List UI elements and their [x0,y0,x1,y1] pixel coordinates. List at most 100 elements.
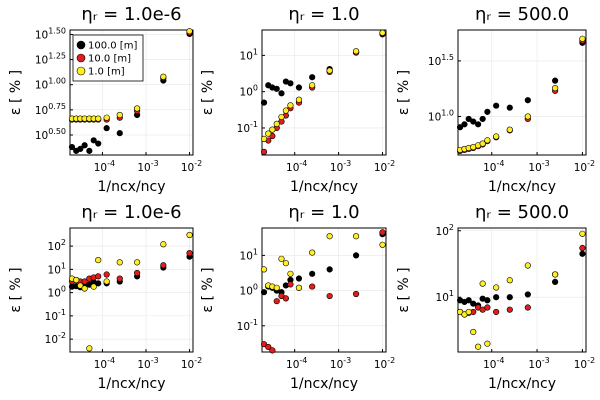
y-tick-label: 101.25 [35,52,66,67]
data-point [552,271,559,278]
y-tick-label: 10-2 [45,331,66,346]
y-tick-label: 102 [48,238,66,253]
x-tick-label: 10-3 [528,159,549,174]
panel-title: ηᵣ = 500.0 [475,4,569,25]
x-tick-label: 10-2 [574,356,595,371]
x-tick-label: 10-4 [286,356,307,371]
data-point [479,280,486,287]
data-point [456,124,464,131]
data-point [86,345,93,352]
x-axis-label: 1/ncx/ncy [97,179,165,195]
plot-frame [69,227,194,353]
data-point [493,102,500,109]
data-point [265,343,272,351]
data-point [379,29,386,36]
x-tick-label: 10-3 [137,159,158,174]
data-point [484,137,491,144]
data-point [287,102,294,109]
data-point [479,140,486,147]
data-point [273,298,280,305]
data-points [68,231,193,352]
data-point [278,113,285,121]
panel-2: 10-4 10-3 10-2 10-1 100 101 ηᵣ = 1.0 1/ncx/ncy ε… [200,4,395,195]
data-point [506,294,513,301]
data-points [260,29,386,155]
x-axis-label: 1/ncx/ncy [488,179,556,195]
data-point [282,107,289,114]
panel-4: 10-4 10-3 10-2 10-2 10-1 100 101 102 ηᵣ = 1.0e-6… [8,202,202,392]
x-tick-label: 10-3 [330,159,351,174]
data-point [134,269,141,277]
panel-5: 10-4 10-3 10-2 10-1 100 101 ηᵣ = 1.0 1/ncx/ncy ε… [200,202,395,392]
panel-title: ηᵣ = 500.0 [475,202,569,223]
y-tick-label: 10-1 [237,318,258,333]
data-point [90,137,97,144]
data-point [260,99,268,106]
data-point [287,281,294,288]
y-tick-label: 101 [240,47,258,62]
data-point [352,48,360,55]
x-tick-label: 10-2 [374,159,395,174]
data-point [160,241,167,248]
data-point [103,114,110,121]
plot-frame [261,29,387,156]
legend-marker [76,66,86,76]
data-point [579,244,586,252]
data-point [287,80,294,87]
data-point [579,230,586,237]
data-point [326,67,333,74]
data-point [475,343,482,350]
data-point [379,229,386,236]
data-point [326,233,333,240]
data-point [470,118,477,125]
data-point [309,249,316,256]
y-tick-label: 101.50 [35,26,66,41]
data-point [484,340,491,347]
panel-title: ηᵣ = 1.0e-6 [81,4,181,25]
data-point [81,142,88,149]
panel-title: ηᵣ = 1.0e-6 [81,202,181,223]
data-point [269,126,276,133]
y-axis-label: ε [ % ] [396,267,412,312]
data-point [506,306,513,313]
data-point [579,250,586,257]
data-point [103,125,110,132]
data-point [484,304,491,311]
data-point [95,115,102,122]
data-point [95,140,102,147]
data-point [81,278,88,285]
data-point [524,291,531,298]
data-point [326,292,333,300]
data-point [86,147,93,154]
x-tick-label: 10-2 [181,159,202,174]
data-points [456,35,586,154]
data-point [461,121,468,128]
x-tick-label: 10-3 [330,356,351,371]
data-point [493,308,500,316]
y-tick-label: 101 [240,247,258,262]
data-point [134,105,141,112]
x-axis-label: 1/ncx/ncy [290,179,358,195]
data-point [352,252,360,259]
data-point [309,283,316,290]
data-points [68,28,193,154]
data-point [493,294,500,301]
panel-1: 10-4 10-3 10-2 100.50 100.75 101.00 101.25 101.… [8,4,202,195]
x-axis-label: 1/ncx/ncy [290,376,358,392]
y-tick-label: 100.50 [35,127,66,142]
data-point [287,270,294,277]
data-point [465,115,472,123]
y-tick-label: 101.00 [35,77,66,92]
y-tick-label: 101.5 [428,53,454,68]
y-tick-label: 101 [48,261,66,276]
y-tick-label: 101.0 [428,108,454,123]
y-axis-label: ε [ % ] [200,267,216,312]
data-point [352,290,360,298]
x-tick-label: 10-4 [94,159,115,174]
y-axis-label: ε [ % ] [200,70,216,115]
y-axis-label: ε [ % ] [8,70,24,115]
data-point [524,97,531,104]
data-point [68,143,76,151]
legend: 100.0 [m] 10.0 [m] 1.0 [m] [72,34,144,82]
data-point [273,85,280,92]
